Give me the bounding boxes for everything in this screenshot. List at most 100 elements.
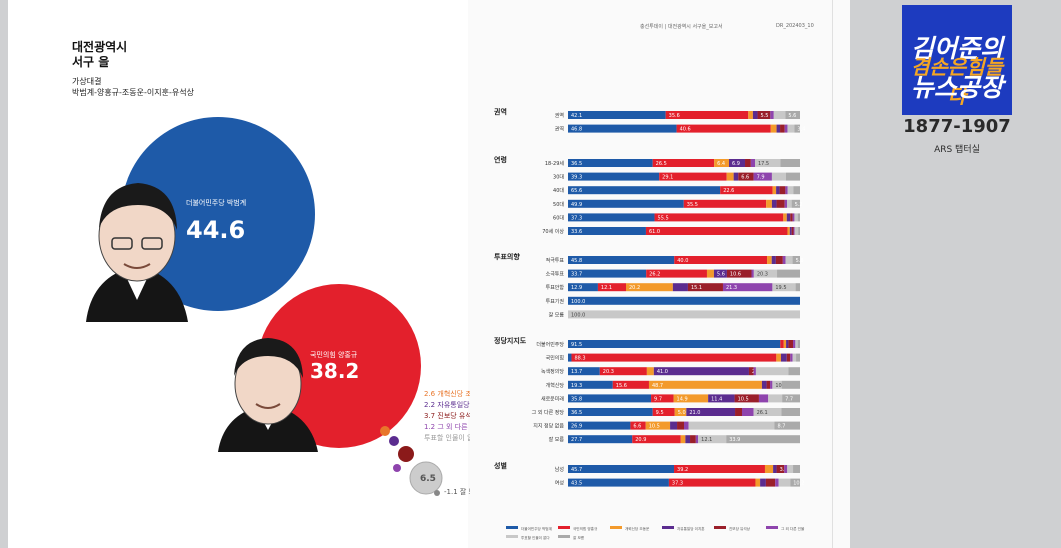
bar-value-label: 17.5: [758, 161, 769, 167]
bar-segment: [632, 435, 681, 444]
bar-segment: [673, 394, 709, 403]
bar-segment: [652, 408, 675, 416]
bar-segment: [797, 213, 800, 222]
bar-segment: [796, 353, 800, 362]
bar-segment: [676, 124, 771, 133]
bar-value-label: 36.5: [571, 161, 582, 167]
bar-value-label: 21.0: [689, 410, 700, 416]
bar-segment: [793, 186, 800, 195]
bar-value-label: 45.8: [571, 258, 582, 264]
bar-segment: [753, 269, 778, 278]
bar-segment: [776, 124, 781, 133]
bar-segment: [771, 172, 786, 181]
bar-segment: [698, 435, 727, 444]
bar-segment: [755, 478, 761, 487]
bar-value-label: 9.5: [656, 410, 664, 416]
bar-segment: [674, 256, 768, 264]
bar-value-label: 26.1: [757, 410, 768, 416]
bar-value-label: 39.3: [571, 175, 582, 181]
bar-value-label: 5.5: [761, 113, 769, 119]
bar-segment: [726, 172, 734, 181]
bubble-dontknow: [434, 490, 440, 496]
legend-swatch: [506, 526, 518, 529]
legend-swatch: [610, 526, 622, 529]
logo-line-1: 김어준의: [910, 34, 1003, 63]
bar-segment: [787, 186, 794, 195]
legend-swatch: [506, 535, 518, 538]
bar-segment: [652, 159, 715, 167]
bar-segment: [568, 340, 781, 348]
legend-swatch: [558, 535, 570, 538]
bar-segment: [761, 380, 767, 389]
bar-segment: [720, 186, 773, 195]
row-label: 투표기권: [546, 298, 565, 305]
row-label: 소극투표: [546, 272, 565, 278]
bar-segment: [748, 367, 754, 376]
row-label: 18-29세: [545, 160, 565, 167]
legend-swatch: [714, 526, 726, 529]
bar-segment: [798, 227, 800, 235]
bar-segment: [766, 199, 772, 208]
bar-value-label: 5.0: [678, 410, 686, 416]
candidate-2-name: 국민의힘 양홍규: [310, 350, 358, 359]
bar-segment: [568, 283, 598, 292]
bar-segment: [772, 186, 777, 195]
bar-segment: [568, 465, 675, 473]
bar-segment: [787, 199, 792, 208]
bar-segment: [735, 408, 742, 416]
bar-segment: [568, 186, 721, 195]
group-label: 투표의향: [494, 252, 520, 261]
bar-segment: [684, 421, 689, 430]
bar-value-label: 29.1: [662, 175, 673, 181]
legend-label: 자유통일당 이지훈: [677, 526, 705, 531]
bar-segment: [685, 435, 691, 444]
news-factory-logo: 김어준의 겸손은힘들다 뉴스공장: [902, 5, 1012, 115]
bar-value-label: 35.6: [669, 113, 680, 119]
bar-value-label: 20.2: [629, 285, 640, 291]
bar-segment: [690, 435, 696, 444]
logo-phone: 1877-1907: [903, 116, 1011, 137]
bar-segment: [790, 213, 793, 222]
match-label: 가상대결: [72, 77, 102, 86]
bar-segment: [568, 269, 647, 278]
bar-segment: [786, 340, 789, 348]
district-name: 서구 을: [72, 55, 110, 69]
bar-segment: [568, 394, 652, 403]
bar-segment: [791, 199, 800, 208]
bar-segment: [745, 159, 751, 167]
bar-segment: [706, 269, 714, 278]
bar-value-label: 40.0: [677, 258, 688, 264]
bar-segment: [793, 340, 796, 348]
bar-value-label: 5.2: [795, 202, 803, 208]
match-names: 박범계-양홍규-조동운-이지훈-유석상: [72, 88, 194, 97]
bar-value-label: 13.7: [571, 369, 582, 375]
bar-segment: [750, 159, 755, 167]
row-label: 잘 모름: [549, 311, 565, 318]
candidate-1-name: 더불어민주당 박범계: [186, 198, 246, 207]
region-title-block: 대전광역시 서구 을 가상대결 박범계-양홍규-조동운-이지훈-유석상: [72, 40, 194, 98]
undecided-value: 6.5: [420, 474, 436, 484]
bar-value-label: 100.0: [571, 312, 585, 318]
bar-segment: [784, 465, 788, 473]
bar-segment: [753, 172, 772, 181]
bar-value-label: 3.4: [797, 127, 805, 133]
bar-segment: [788, 367, 800, 376]
bar-value-label: 33.7: [571, 272, 582, 278]
bar-segment: [568, 159, 653, 167]
bar-value-label: 8.7: [777, 424, 785, 430]
bar-segment: [630, 421, 646, 430]
candidate-2-value: 38.2: [310, 359, 359, 383]
bar-segment: [653, 367, 749, 376]
bar-segment: [683, 199, 767, 208]
bar-segment: [775, 256, 783, 264]
bar-value-label: 55.5: [658, 215, 669, 221]
bar-segment: [788, 340, 794, 348]
bar-segment: [787, 227, 790, 235]
row-label: 새로운미래: [541, 395, 564, 402]
bar-value-label: 91.5: [571, 342, 582, 348]
bar-value-label: 7.9: [757, 175, 765, 181]
bar-value-label: 10.5: [738, 396, 749, 402]
bar-segment: [776, 199, 785, 208]
small-result-4: 1.2 그 외 다른 인물: [424, 422, 470, 431]
bubble-small-4: [393, 464, 401, 472]
